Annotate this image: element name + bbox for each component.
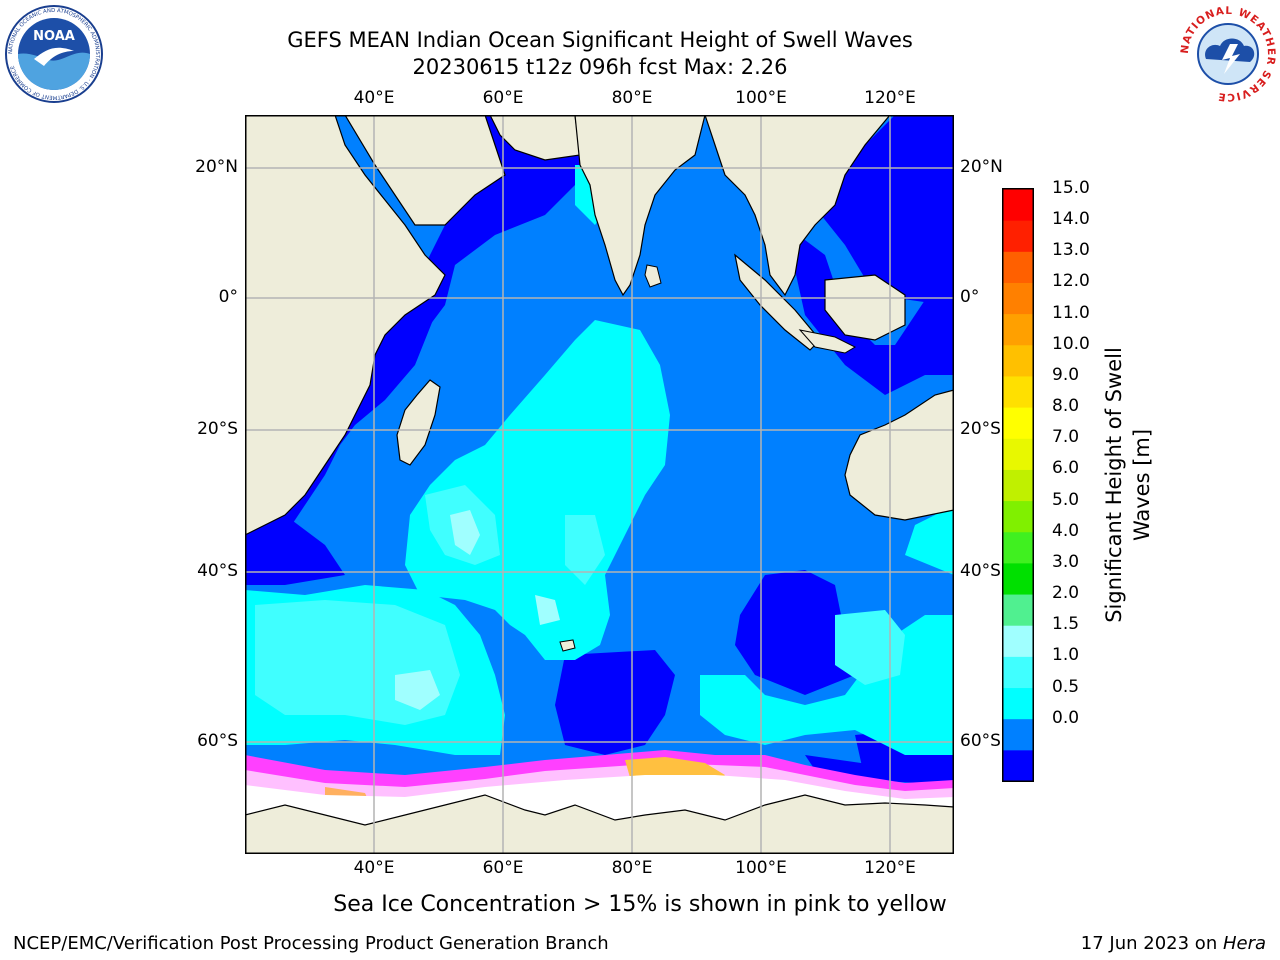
lat-label-right: 20°N [960,157,1003,177]
land-kerguelen [559,639,576,652]
lon-label-bottom: 80°E [611,858,653,878]
land-india [574,115,706,297]
footer-credit: NCEP/EMC/Verification Post Processing Pr… [13,933,609,954]
land-antarctica [245,794,954,854]
colorbar-segment [1003,375,1033,408]
colorbar-segment [1003,687,1033,720]
map-panel[interactable] [245,115,954,858]
land-sumatra [734,253,821,351]
lat-label-right: 0° [960,287,980,307]
colorbar-segment [1003,313,1033,346]
colorbar-tick-label: 8.0 [1052,396,1080,417]
lat-label-left: 40°S [197,561,238,581]
colorbar-tick-label: 3.0 [1052,551,1080,572]
map-svg[interactable] [245,115,954,854]
footer-date-text: 17 Jun 2023 on [1080,933,1223,954]
land-southeast-asia [704,115,891,297]
footer-date: 17 Jun 2023 on Hera [1081,933,1266,954]
colorbar-title: Significant Height of Swell Waves [m] [1100,347,1156,623]
lat-label-right: 40°S [960,561,1001,581]
colorbar-tick-label: 0.0 [1052,707,1080,728]
lon-label-top: 60°E [482,88,524,108]
noaa-logo-text: NOAA [33,29,75,44]
colorbar-segment [1003,718,1033,751]
lon-label-bottom: 40°E [353,858,395,878]
land-madagascar [396,379,441,466]
lat-label-right: 60°S [960,731,1001,751]
colorbar-tick-label: 5.0 [1052,489,1080,510]
colorbar-tick-label: 2.0 [1052,583,1080,604]
colorbar-segment [1003,625,1033,657]
colorbar-segment [1003,749,1033,782]
noaa-logo: NOAA NATIONAL OCEANIC AND ATMOSPHERIC AD… [4,4,104,104]
colorbar-segment [1003,220,1033,252]
lon-label-bottom: 120°E [864,858,916,878]
nws-logo: NATIONAL WEATHER SERVICE [1178,4,1278,104]
map-frame [245,115,954,854]
colorbar-segment [1003,344,1033,377]
colorbar-tick-label: 14.0 [1052,209,1090,230]
colorbar-title-line1: Significant Height of Swell [1102,347,1126,623]
colorbar-tick-label: 0.5 [1052,676,1080,697]
land-australia [844,389,954,521]
colorbar-frame [1002,188,1034,782]
lon-label-bottom: 60°E [482,858,524,878]
colorbar-tick-label: 1.5 [1052,614,1080,635]
land-java [798,329,857,354]
lat-label-left: 20°S [197,419,238,439]
colorbar-tick-label: 4.0 [1052,520,1080,541]
land-iran [489,115,581,161]
chart-title: GEFS MEAN Indian Ocean Significant Heigh… [287,28,913,52]
colorbar-tick-label: 13.0 [1052,240,1090,261]
colorbar-tick-label: 11.0 [1052,302,1090,323]
lat-label-left: 20°N [195,157,238,177]
sea-ice-caption: Sea Ice Concentration > 15% is shown in … [333,892,947,917]
colorbar-tick-label: 7.0 [1052,427,1080,448]
land-sri-lanka [644,264,662,288]
colorbar-tick-label: 9.0 [1052,364,1080,385]
colorbar-tick-label: 15.0 [1052,178,1090,198]
lon-label-top: 80°E [611,88,653,108]
footer-host: Hera [1222,933,1266,954]
lon-label-top: 40°E [353,88,395,108]
lon-label-top: 120°E [864,88,916,108]
colorbar-segment [1003,251,1033,283]
map-gridlines [245,115,954,854]
lat-label-left: 0° [218,287,238,307]
land-arabia [344,115,506,226]
colorbar-segment [1003,656,1033,689]
colorbar-segment [1003,562,1033,595]
colorbar-tick-label: 10.0 [1052,333,1090,354]
colorbar-segment [1003,282,1033,315]
colorbar-segment [1003,407,1033,439]
colorbar-svg [1002,188,1034,782]
lon-label-top: 100°E [735,88,787,108]
colorbar [1002,188,1034,786]
colorbar-segment [1003,469,1033,502]
colorbar-tick-label: 12.0 [1052,271,1090,292]
colorbar-title-line2: Waves [m] [1130,428,1154,542]
lat-label-left: 60°S [197,731,238,751]
colorbar-segment [1003,594,1033,626]
swell-band-2.0-3.0 [395,510,560,710]
colorbar-segment [1003,189,1033,221]
colorbar-tick-label: 6.0 [1052,458,1080,479]
colorbar-segment [1003,500,1033,533]
colorbar-tick-label: 1.0 [1052,645,1080,666]
lon-label-bottom: 100°E [735,858,787,878]
lat-label-right: 20°S [960,419,1001,439]
chart-subtitle: 20230615 t12z 096h fcst Max: 2.26 [412,55,788,79]
colorbar-segment [1003,531,1033,564]
colorbar-segment [1003,438,1033,470]
